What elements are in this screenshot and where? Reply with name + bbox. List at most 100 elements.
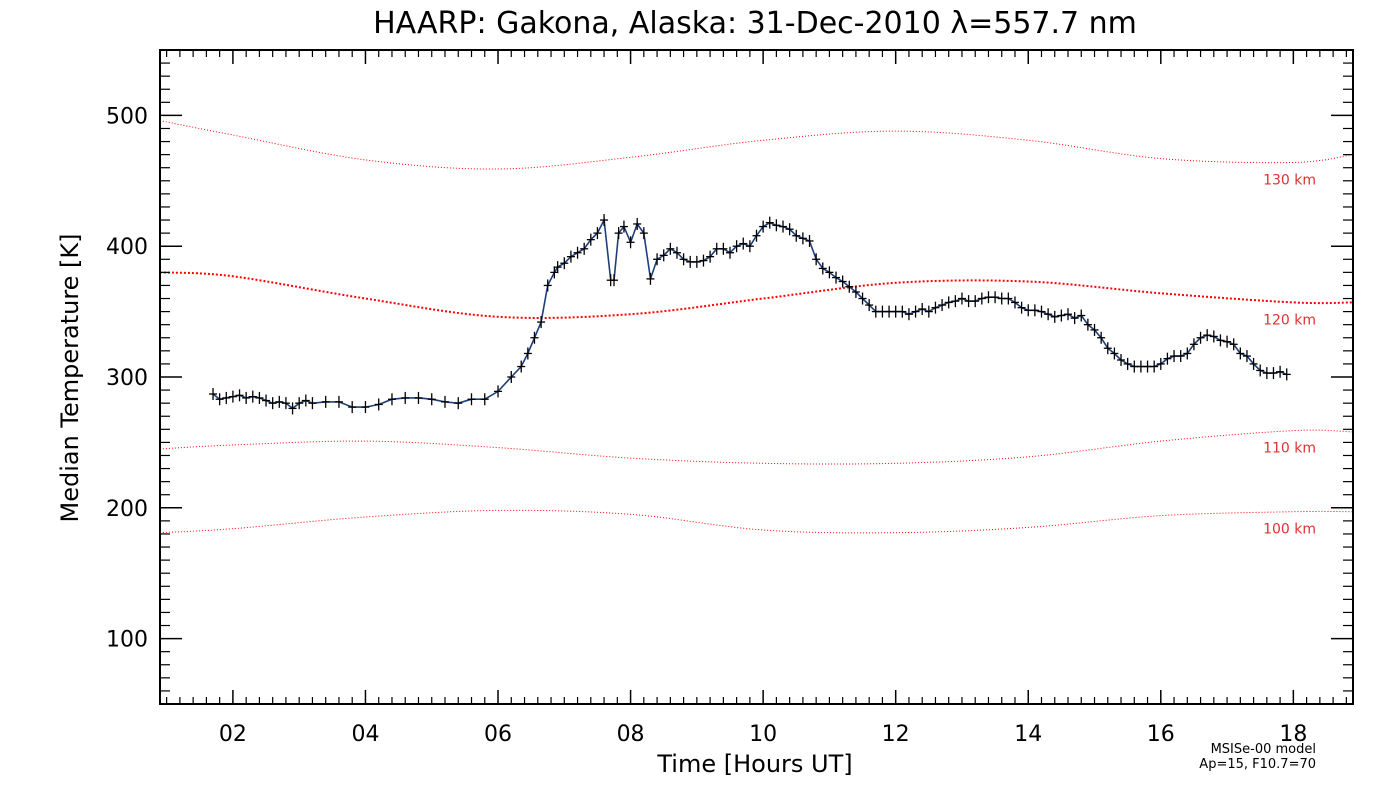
data-point [580,242,589,255]
data-point [480,393,489,406]
data-point [825,266,834,279]
data-point [1223,335,1232,348]
data-point [646,272,655,285]
data-point [248,390,257,403]
data-point [467,393,476,406]
model-curve-130-km [159,120,1354,170]
data-point [666,242,675,255]
data-point [427,393,436,406]
data-point [653,253,662,266]
y-tick-label: 200 [106,497,148,522]
data-point [614,227,623,240]
data-point [951,295,960,308]
data-point [772,219,781,232]
data-point [898,305,907,318]
data-point [275,395,284,408]
data-point [1229,338,1238,351]
model-note-line-2: Ap=15, F10.7=70 [1199,757,1316,772]
data-point [957,292,966,305]
x-tick-label: 10 [749,722,777,747]
data-point [633,217,642,230]
data-point [845,280,854,293]
data-point [1010,296,1019,309]
data-point [1050,310,1059,323]
data-point [792,229,801,242]
x-tick-label: 04 [351,722,379,747]
data-point [494,385,503,398]
data-point [1117,353,1126,366]
data-point [1269,367,1278,380]
x-tick-label: 12 [882,722,910,747]
data-point [523,347,532,360]
data-point [507,371,516,383]
data-point [719,242,728,255]
data-point [295,397,304,410]
x-tick-label: 08 [617,722,645,747]
data-point [759,220,768,233]
data-point [1017,301,1026,314]
data-point [1110,347,1119,360]
observed-series [209,214,1291,415]
data-point [858,292,867,305]
data-point [586,233,595,246]
data-point [1123,357,1132,370]
data-point [530,331,539,344]
data-point [242,391,251,404]
data-point [679,253,688,266]
data-point [1196,331,1205,344]
axis-ticks [160,50,1353,704]
y-tick-label: 100 [106,628,148,653]
data-point [228,390,237,403]
data-point [1150,360,1159,373]
data-point [706,250,715,263]
data-point [440,395,449,408]
data-point [321,395,330,408]
data-point [739,237,748,250]
data-point [414,391,423,404]
data-point [977,292,986,305]
data-point [838,275,847,288]
data-point [1004,292,1013,305]
x-tick-label: 16 [1147,722,1175,747]
data-point [281,397,290,410]
data-point [639,227,648,240]
data-point [209,388,218,401]
data-point [672,246,681,259]
data-point [1256,364,1265,377]
data-point [832,271,841,284]
data-point [301,394,310,407]
data-point [918,302,927,315]
data-point [1090,323,1099,336]
data-point [911,305,920,318]
data-point [765,216,774,229]
data-point [1103,342,1112,355]
data-point [222,391,231,404]
data-point [851,285,860,298]
data-point [931,301,940,314]
data-point [334,395,343,408]
data-point [991,291,1000,304]
data-point [566,250,575,263]
data-point [387,393,396,406]
data-point [785,223,794,236]
data-point [725,246,734,259]
data-point [553,261,562,274]
data-point [626,236,635,249]
model-curve-120-km [159,271,1354,319]
data-point [543,279,552,292]
data-point [454,397,463,410]
model-altitude-labels: 130 km 120 km 110 km 100 km [1263,172,1316,537]
data-point [1070,312,1079,325]
data-point [938,299,947,312]
data-point [1209,330,1218,343]
data-point [924,305,933,318]
data-point [812,253,821,266]
model-curve-100-km [159,509,1354,534]
data-point [1083,318,1092,331]
data-point [262,394,271,407]
data-point [348,401,357,414]
plot-frame [159,49,1354,705]
model-curve-110-km [159,429,1354,465]
data-point [732,240,741,253]
data-point [1216,334,1225,347]
